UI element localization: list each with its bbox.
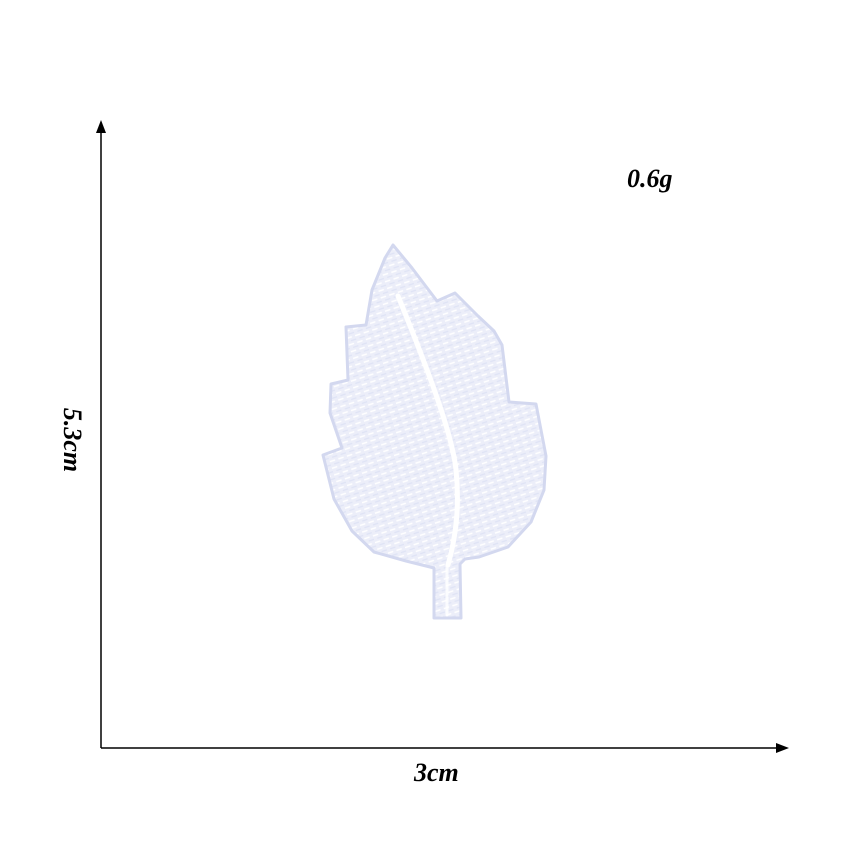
vertical-axis-arrow-icon bbox=[96, 120, 106, 133]
leaf-patch-icon bbox=[321, 243, 548, 620]
leaf-midrib bbox=[395, 293, 460, 568]
height-label: 5.3cm bbox=[58, 407, 87, 473]
horizontal-axis-arrow-icon bbox=[776, 743, 789, 753]
weight-label: 0.6g bbox=[627, 164, 673, 193]
leaf-patch-body bbox=[321, 243, 548, 620]
width-label: 3cm bbox=[414, 758, 459, 787]
